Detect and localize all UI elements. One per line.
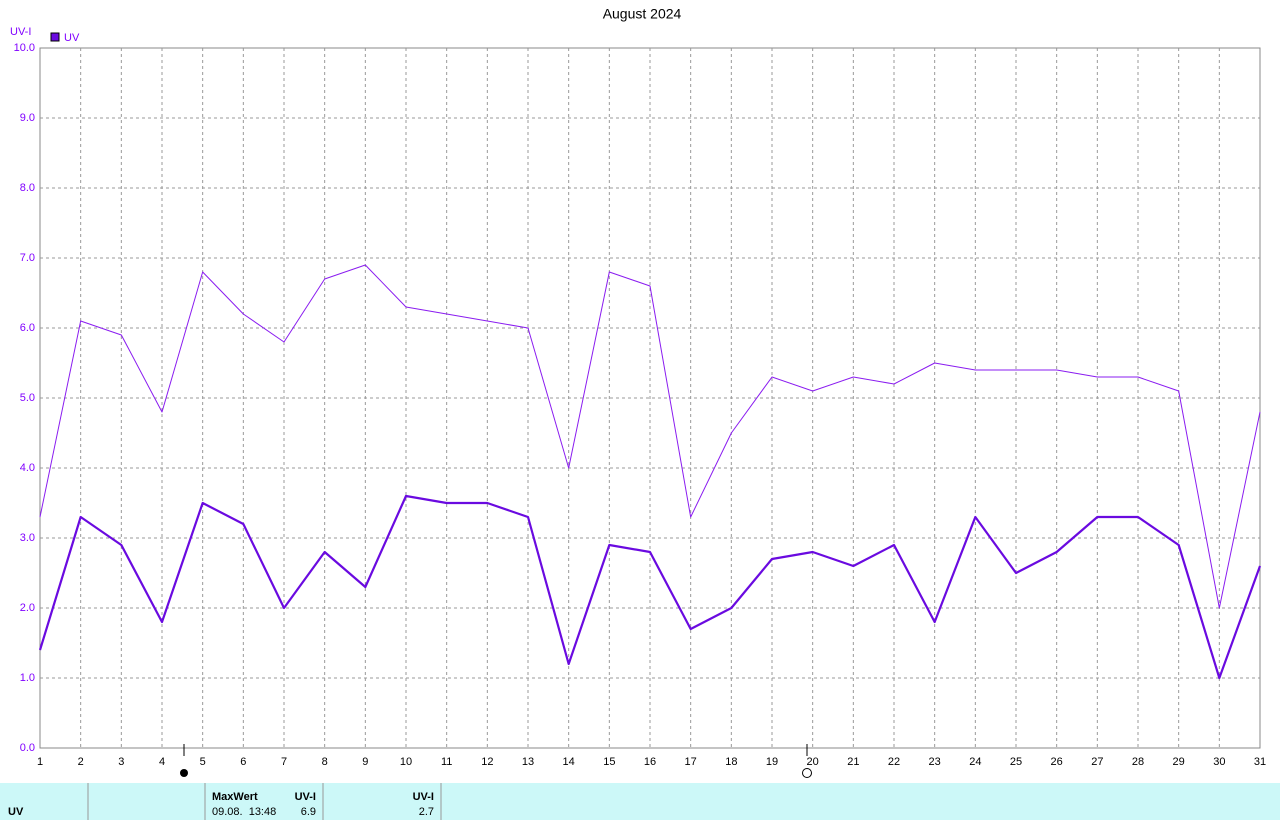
x-tick-label: 31	[1254, 756, 1266, 768]
x-tick-label: 5	[200, 756, 206, 768]
avg-unit: UV-I	[413, 791, 434, 803]
data-line	[39, 264, 1261, 609]
x-tick-label: 10	[400, 756, 412, 768]
max-header: MaxWert	[212, 791, 258, 803]
x-tick-label: 6	[240, 756, 246, 768]
x-tick-label: 20	[807, 756, 819, 768]
legend-label: UV	[64, 32, 80, 44]
x-tick-label: 13	[522, 756, 534, 768]
max-time: 09.08. 13:48	[212, 806, 276, 818]
x-tick-label: 3	[118, 756, 124, 768]
x-tick-label: 14	[563, 756, 575, 768]
x-tick-label: 30	[1213, 756, 1225, 768]
x-tick-label: 4	[159, 756, 165, 768]
x-tick-label: 8	[322, 756, 328, 768]
x-tick-label: 7	[281, 756, 287, 768]
x-tick-label: 2	[78, 756, 84, 768]
x-tick-label: 18	[725, 756, 737, 768]
avg-value: 2.7	[419, 806, 434, 818]
x-tick-label: 11	[441, 756, 452, 768]
x-tick-label: 19	[766, 756, 778, 768]
y-tick-label: 0.0	[20, 742, 35, 754]
x-tick-label: 25	[1010, 756, 1022, 768]
x-tick-label: 29	[1173, 756, 1185, 768]
y-tick-label: 7.0	[20, 252, 35, 264]
y-tick-label: 10.0	[14, 42, 35, 54]
y-tick-label: 9.0	[20, 112, 35, 124]
y-tick-label: 8.0	[20, 182, 35, 194]
moon-markers	[180, 744, 812, 778]
x-tick-label: 22	[888, 756, 900, 768]
max-unit: UV-I	[295, 791, 316, 803]
data-line	[38, 494, 1262, 680]
x-tick-label: 26	[1051, 756, 1063, 768]
x-tick-label: 21	[847, 756, 859, 768]
chart-title: August 2024	[603, 6, 682, 22]
x-tick-label: 23	[929, 756, 941, 768]
x-tick-label: 24	[969, 756, 981, 768]
y-tick-label: 6.0	[20, 322, 35, 334]
x-tick-label: 27	[1091, 756, 1103, 768]
x-tick-label: 15	[603, 756, 615, 768]
x-tick-label: 16	[644, 756, 656, 768]
y-tick-label: 3.0	[20, 532, 35, 544]
y-tick-label: 4.0	[20, 462, 35, 474]
y-tick-label: 1.0	[20, 672, 35, 684]
row-label: UV	[8, 806, 24, 818]
x-tick-label: 12	[481, 756, 493, 768]
summary-table	[0, 783, 1280, 820]
max-value: 6.9	[301, 806, 316, 818]
y-tick-label: 5.0	[20, 392, 35, 404]
y-tick-label: 2.0	[20, 602, 35, 614]
y-axis-label: UV-I	[10, 26, 31, 38]
x-tick-label: 17	[685, 756, 697, 768]
x-tick-label: 9	[362, 756, 368, 768]
x-tick-label: 28	[1132, 756, 1144, 768]
table-dividers	[87, 783, 442, 820]
legend-swatch	[50, 32, 60, 42]
x-tick-label: 1	[37, 756, 43, 768]
